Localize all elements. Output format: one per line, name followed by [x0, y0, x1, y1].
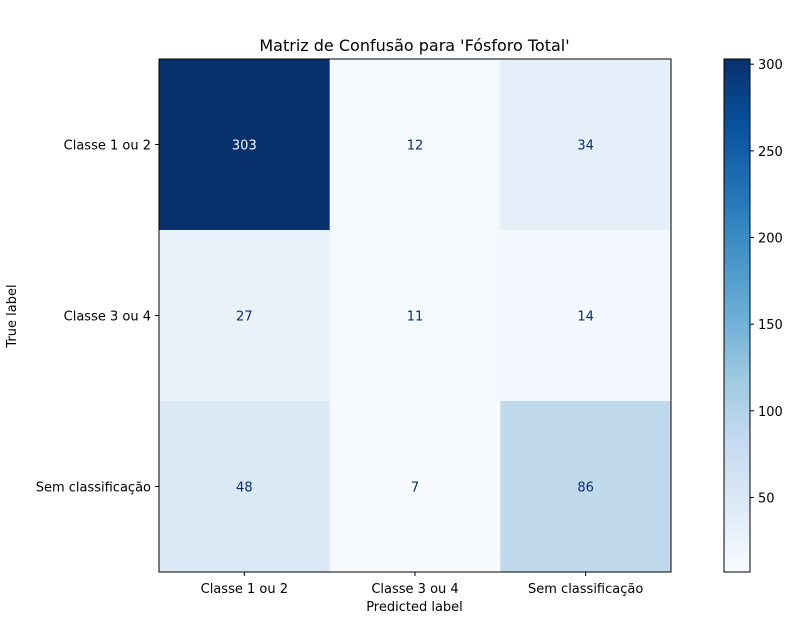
cell-value-label: 11 — [407, 310, 424, 325]
heatmap-cells: 303 12 34 27 11 14 48 7 86 — [159, 59, 672, 573]
cell-value-label: 14 — [577, 310, 594, 325]
colorbar-ticks: 50 100 150 200 250 300 — [750, 58, 783, 506]
cell-value-label: 48 — [236, 481, 253, 496]
colorbar-tick-label: 250 — [758, 145, 783, 160]
cell-value-label: 303 — [232, 139, 257, 154]
colorbar-tick-label: 100 — [758, 405, 783, 420]
y-tick-label: Classe 1 ou 2 — [64, 139, 151, 154]
heatmap-cell — [159, 230, 331, 402]
colorbar-tick-label: 200 — [758, 232, 783, 247]
cell-value-label: 12 — [407, 139, 424, 154]
x-axis-ticks: Classe 1 ou 2 Classe 3 ou 4 Sem classifica… — [201, 572, 643, 597]
y-tick-label: Sem classificação — [36, 481, 151, 496]
cell-value-label: 34 — [577, 139, 594, 154]
cell-value-label: 27 — [236, 310, 253, 325]
x-tick-label: Classe 3 ou 4 — [371, 582, 458, 597]
x-tick-label: Sem classificação — [528, 582, 643, 597]
heatmap-cell — [329, 230, 501, 402]
heatmap-cell — [500, 59, 672, 231]
heatmap-cell — [159, 401, 331, 573]
y-axis-label: True label — [5, 284, 20, 348]
heatmap-cell — [500, 401, 672, 573]
y-tick-label: Classe 3 ou 4 — [64, 310, 151, 325]
colorbar-tick-label: 150 — [758, 318, 783, 333]
colorbar — [723, 58, 751, 573]
colorbar-tick-label: 50 — [758, 491, 775, 506]
heatmap-cell — [329, 59, 501, 231]
cell-value-label: 86 — [577, 481, 594, 496]
heatmap-cell — [159, 59, 331, 231]
heatmap-cell — [500, 230, 672, 402]
cell-value-label: 7 — [411, 481, 419, 496]
y-axis-ticks: Classe 1 ou 2 Classe 3 ou 4 Sem classifica… — [36, 139, 159, 496]
chart-title: Matriz de Confusão para 'Fósforo Total' — [259, 36, 569, 55]
colorbar-tick-label: 300 — [758, 58, 783, 73]
x-tick-label: Classe 1 ou 2 — [201, 582, 288, 597]
heatmap-cell — [329, 401, 501, 573]
x-axis-label: Predicted label — [366, 600, 463, 615]
